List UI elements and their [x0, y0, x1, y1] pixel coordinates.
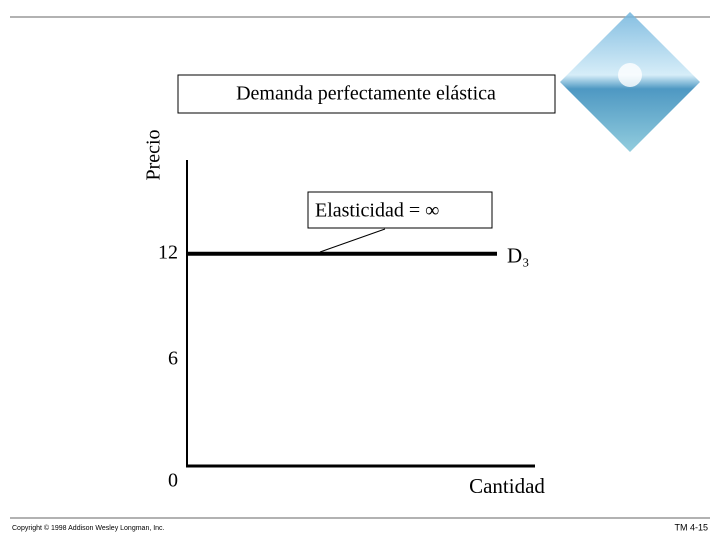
- series-label: D₃: [507, 244, 530, 268]
- y-tick-label: 6: [168, 347, 178, 369]
- footer-right: TM 4-15: [674, 522, 708, 532]
- annotation-box: [307, 191, 493, 229]
- y-tick-label: 12: [158, 241, 178, 263]
- y-axis-label: Precio: [143, 129, 165, 180]
- x-axis-label: Cantidad: [469, 474, 545, 498]
- title-box: [177, 74, 556, 114]
- chart-title: Demanda perfectamente elástica: [236, 83, 496, 105]
- y-tick-label: 0: [168, 470, 178, 492]
- footer-left: Copyright © 1998 Addison Wesley Longman,…: [12, 524, 165, 532]
- decorative-sun: [618, 63, 642, 87]
- annotation: Elasticidad = ∞: [315, 200, 439, 222]
- annotation-pointer: [319, 228, 386, 253]
